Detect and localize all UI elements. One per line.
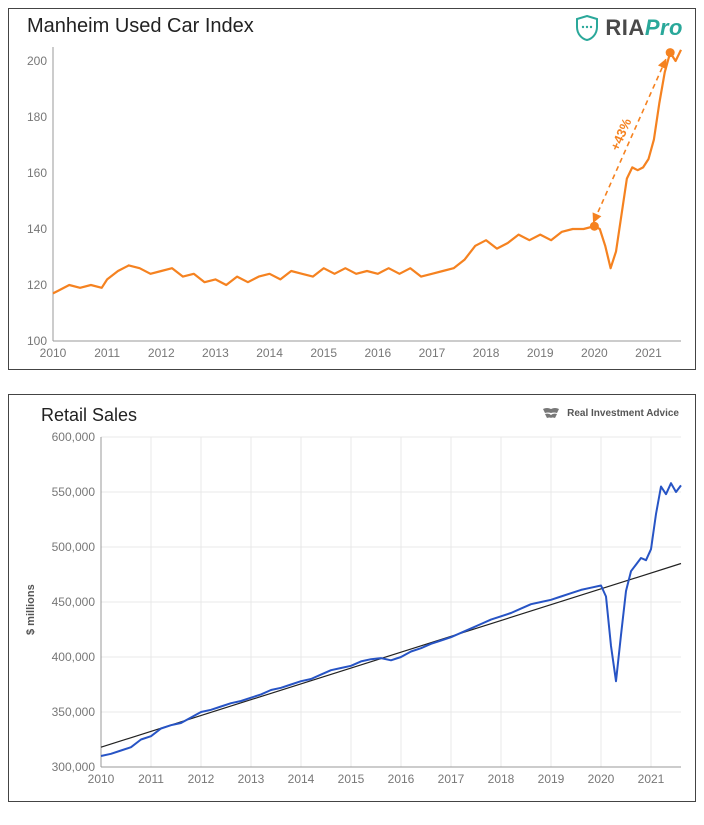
- svg-text:2019: 2019: [538, 772, 565, 786]
- svg-text:2020: 2020: [581, 346, 608, 360]
- svg-text:2020: 2020: [588, 772, 615, 786]
- svg-text:2021: 2021: [638, 772, 665, 786]
- svg-text:160: 160: [27, 166, 47, 180]
- svg-text:2017: 2017: [419, 346, 446, 360]
- svg-text:2014: 2014: [288, 772, 315, 786]
- svg-text:2011: 2011: [94, 346, 120, 360]
- svg-text:2012: 2012: [148, 346, 175, 360]
- svg-text:2021: 2021: [635, 346, 662, 360]
- retail-sales-chart-panel: Retail Sales Real Investment Advice $ mi…: [8, 394, 696, 802]
- svg-text:550,000: 550,000: [52, 485, 96, 499]
- svg-text:200: 200: [27, 54, 47, 68]
- svg-text:2016: 2016: [364, 346, 391, 360]
- manheim-chart-panel: Manheim Used Car Index RIAPro 1001201401…: [8, 8, 696, 370]
- svg-text:180: 180: [27, 110, 47, 124]
- svg-text:2014: 2014: [256, 346, 283, 360]
- svg-text:120: 120: [27, 278, 47, 292]
- svg-text:140: 140: [27, 222, 47, 236]
- svg-text:400,000: 400,000: [52, 650, 96, 664]
- svg-text:2013: 2013: [202, 346, 229, 360]
- svg-text:2010: 2010: [88, 772, 115, 786]
- svg-text:2019: 2019: [527, 346, 554, 360]
- svg-text:2013: 2013: [238, 772, 265, 786]
- svg-text:450,000: 450,000: [52, 595, 96, 609]
- chart2-plot: 300,000350,000400,000450,000500,000550,0…: [9, 395, 697, 803]
- chart1-plot: 1001201401601802002010201120122013201420…: [9, 9, 697, 371]
- svg-text:2018: 2018: [488, 772, 515, 786]
- svg-text:2015: 2015: [310, 346, 337, 360]
- svg-text:+43%: +43%: [607, 116, 634, 153]
- svg-text:2015: 2015: [338, 772, 365, 786]
- svg-text:2010: 2010: [40, 346, 67, 360]
- svg-text:2017: 2017: [438, 772, 465, 786]
- svg-text:2018: 2018: [473, 346, 500, 360]
- svg-text:500,000: 500,000: [52, 540, 96, 554]
- svg-text:2011: 2011: [138, 772, 164, 786]
- svg-text:600,000: 600,000: [52, 430, 96, 444]
- svg-text:2016: 2016: [388, 772, 415, 786]
- svg-text:2012: 2012: [188, 772, 215, 786]
- svg-text:350,000: 350,000: [52, 705, 96, 719]
